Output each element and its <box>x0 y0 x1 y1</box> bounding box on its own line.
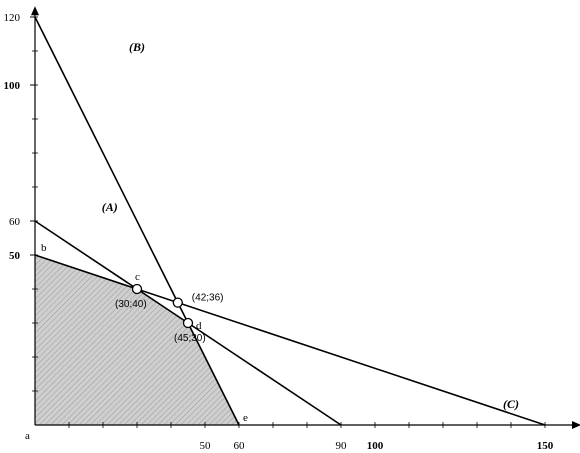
line-label: (B) <box>129 40 145 54</box>
line-label: (A) <box>102 200 118 214</box>
y-tick-label: 120 <box>4 12 21 24</box>
intersection-label: (45;30) <box>174 333 206 344</box>
vertex-label: c <box>135 271 140 283</box>
x-tick-label: 50 <box>200 440 212 452</box>
x-tick-label: 60 <box>234 440 246 452</box>
y-tick-label: 60 <box>9 216 21 228</box>
vertex-label: e <box>243 412 248 424</box>
intersection-label: (30;40) <box>115 299 147 310</box>
intersection-point <box>131 283 143 295</box>
line-label: (C) <box>503 397 519 411</box>
x-tick-label: 90 <box>336 440 348 452</box>
x-tick-label: 150 <box>537 440 554 452</box>
vertex-label: a <box>25 430 30 442</box>
intersection-label: (42;36) <box>192 293 224 304</box>
constraint-line <box>34 16 240 426</box>
y-tick-label: 100 <box>4 80 21 92</box>
constraint-line <box>34 254 546 426</box>
vertex-label: b <box>41 242 47 254</box>
x-tick-label: 100 <box>367 440 384 452</box>
feasible-region <box>35 255 239 425</box>
intersection-point <box>172 297 183 308</box>
vertex-label: d <box>196 320 202 332</box>
y-tick-label: 50 <box>9 250 21 262</box>
y-axis-arrow <box>31 6 39 16</box>
intersection-point <box>182 317 194 329</box>
x-axis-arrow <box>572 421 580 429</box>
